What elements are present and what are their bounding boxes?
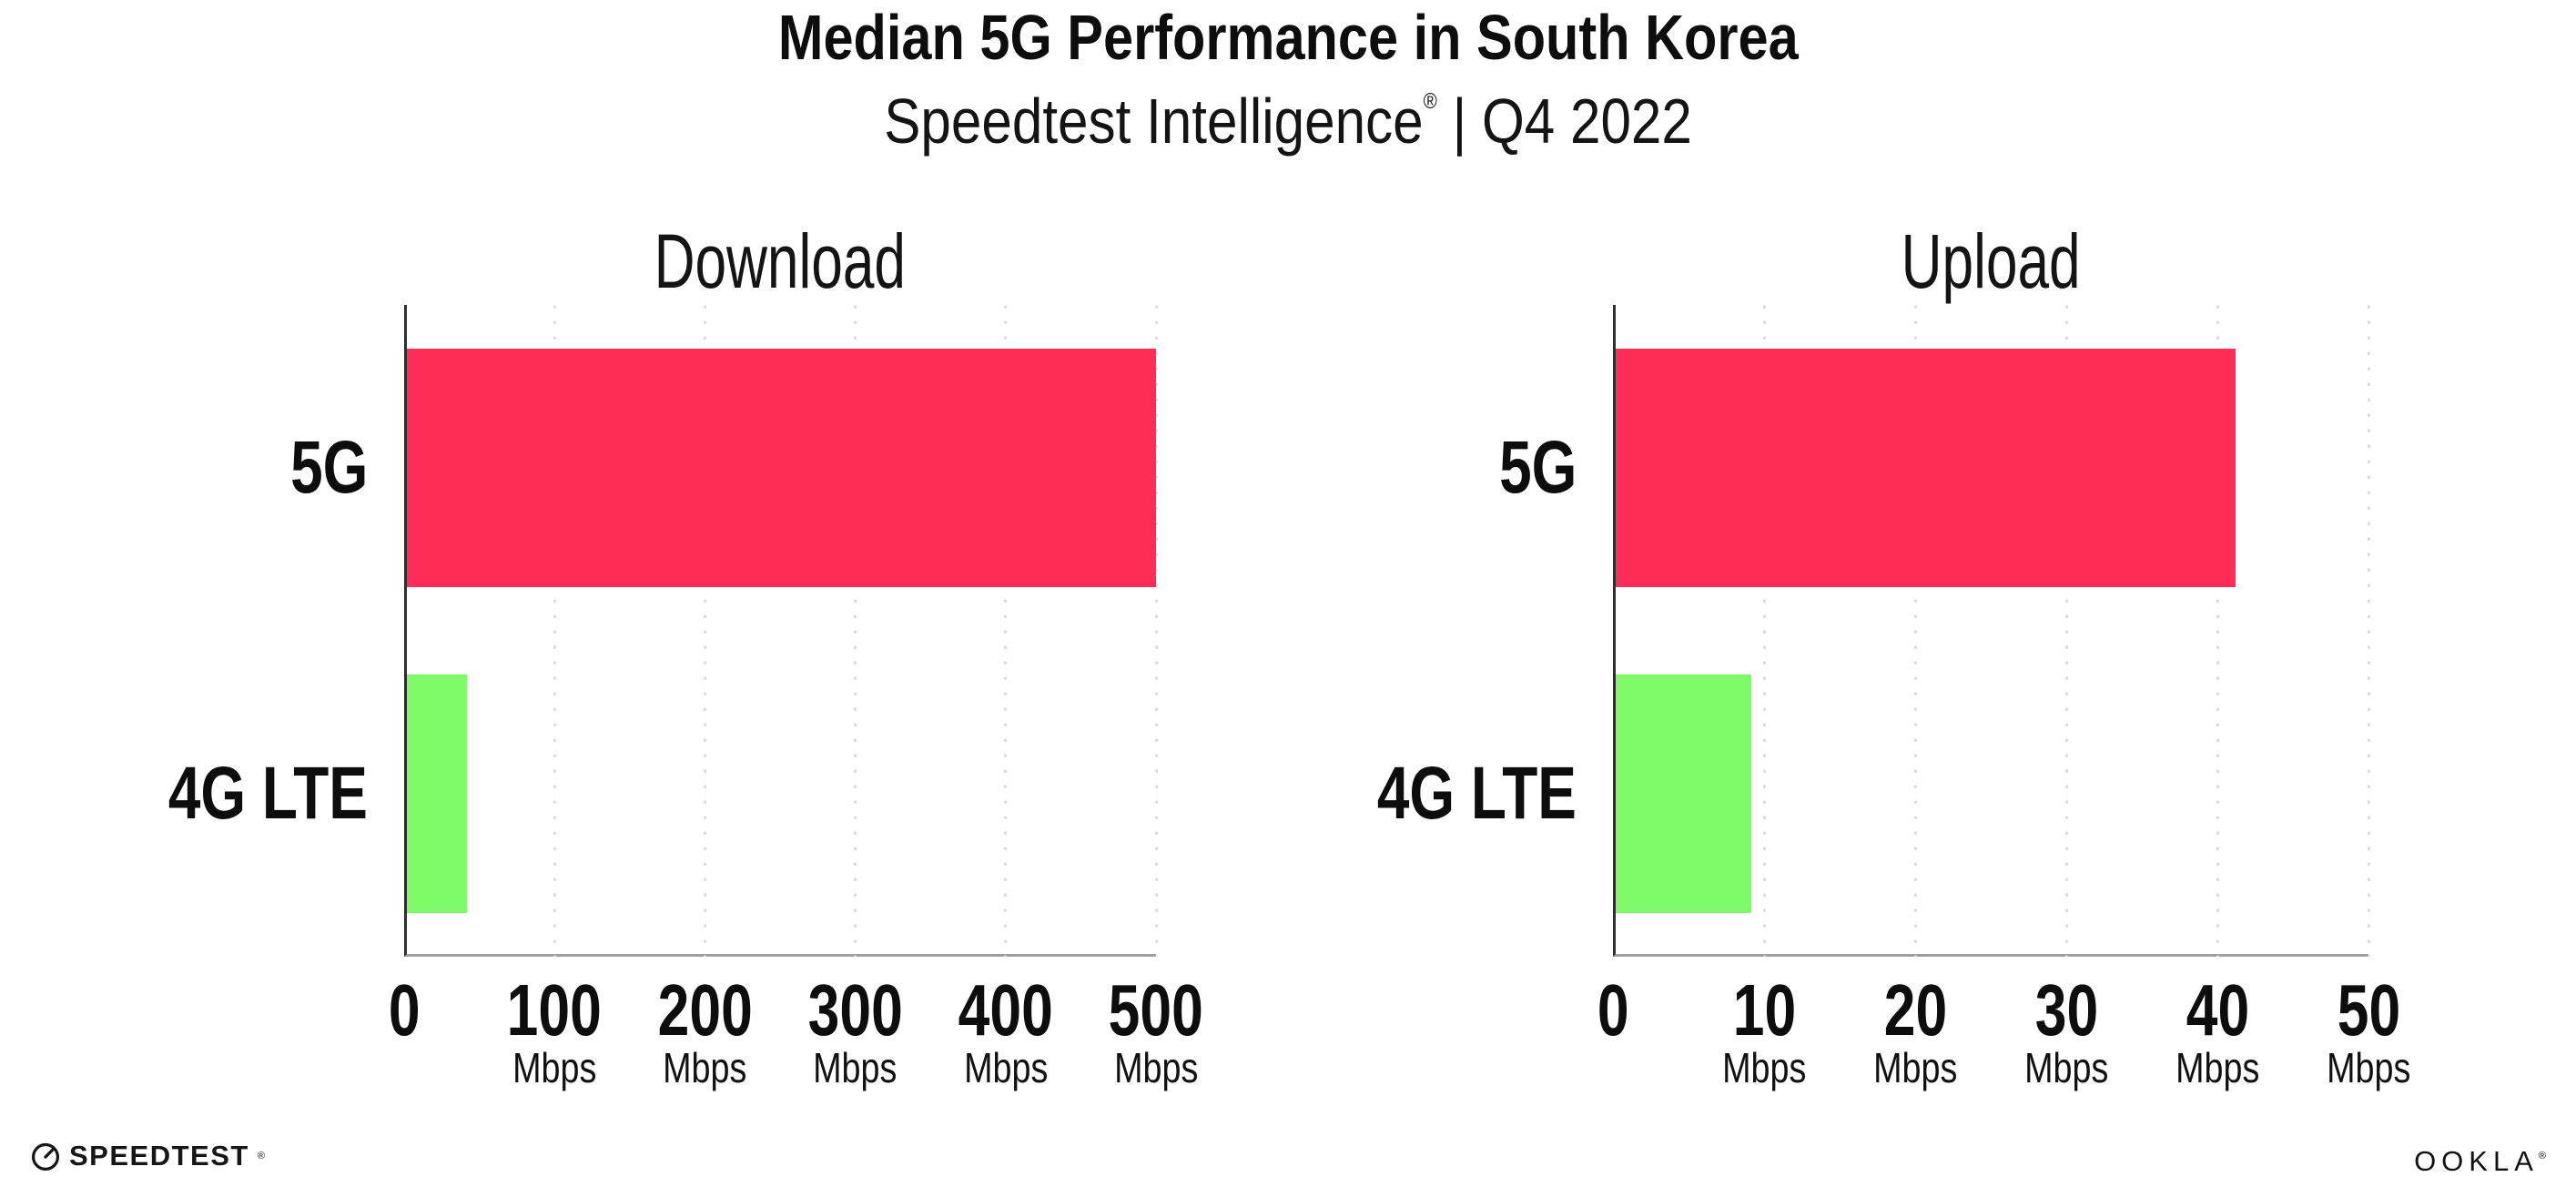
page-subtitle-text: Speedtest Intelligence® | Q4 2022: [884, 69, 1692, 154]
download-tick-unit-100: Mbps: [512, 1044, 597, 1091]
category-label-5g-upload: 5G: [1498, 426, 1577, 509]
upload-gridline-50: [2367, 305, 2370, 957]
download-chart-title: Download: [654, 218, 907, 304]
registered-mark: ®: [1423, 89, 1437, 114]
download-tick-unit-400: Mbps: [963, 1044, 1048, 1091]
download-bar-4g-lte: [407, 675, 467, 913]
upload-tick-label-10: 10: [1732, 969, 1796, 1050]
upload-gridline-10: [1762, 305, 1766, 957]
category-label-4g-lte-download: 4G LTE: [167, 752, 368, 835]
download-plot-area: [404, 305, 1156, 957]
download-tick-label-500: 500: [1108, 969, 1204, 1050]
page-title: Median 5G Performance in South Korea: [0, 4, 2576, 71]
download-tick-label-200: 200: [657, 969, 753, 1050]
speedtest-registered-mark: ®: [257, 1151, 265, 1161]
upload-gridline-30: [2064, 305, 2068, 957]
upload-gridline-40: [2216, 305, 2219, 957]
download-tick-unit-200: Mbps: [663, 1044, 747, 1091]
upload-tick-label-0: 0: [1597, 969, 1629, 1050]
ookla-wordmark: OOKLA: [2414, 1145, 2539, 1177]
speedtest-gauge-icon: [31, 1142, 60, 1171]
ookla-registered-mark: ®: [2538, 1151, 2546, 1161]
page-title-text: Median 5G Performance in South Korea: [777, 2, 1799, 73]
upload-tick-unit-40: Mbps: [2175, 1044, 2260, 1091]
upload-tick-unit-10: Mbps: [1721, 1044, 1807, 1091]
speedtest-logo: SPEEDTEST ®: [30, 1140, 265, 1172]
download-gridline-400: [1004, 305, 1008, 957]
page-subtitle: Speedtest Intelligence® | Q4 2022: [0, 69, 2576, 154]
upload-bar-5g: [1616, 349, 2236, 587]
upload-bar-4g-lte: [1616, 675, 1751, 913]
download-tick-unit-300: Mbps: [813, 1044, 898, 1091]
download-tick-label-0: 0: [388, 969, 421, 1050]
download-gridline-200: [703, 305, 706, 957]
ookla-logo: OOKLA®: [2414, 1145, 2546, 1178]
download-tick-label-100: 100: [507, 969, 603, 1050]
upload-tick-label-40: 40: [2186, 969, 2249, 1050]
upload-plot-area: [1613, 305, 2368, 957]
subtitle-quarter: | Q4 2022: [1436, 86, 1692, 157]
download-bar-5g: [407, 349, 1156, 587]
upload-tick-unit-50: Mbps: [2326, 1044, 2411, 1091]
upload-gridline-20: [1913, 305, 1917, 957]
download-gridline-300: [854, 305, 857, 957]
upload-tick-label-50: 50: [2337, 969, 2400, 1050]
upload-tick-unit-20: Mbps: [1872, 1044, 1958, 1091]
download-tick-unit-500: Mbps: [1113, 1044, 1199, 1091]
download-gridline-100: [553, 305, 556, 957]
download-gridline-500: [1154, 305, 1158, 957]
category-label-4g-lte-upload: 4G LTE: [1376, 752, 1577, 835]
download-tick-label-300: 300: [807, 969, 903, 1050]
upload-tick-unit-30: Mbps: [2023, 1044, 2109, 1091]
speedtest-wordmark: SPEEDTEST: [69, 1140, 249, 1172]
subtitle-brand: Speedtest Intelligence: [884, 86, 1424, 157]
upload-tick-label-20: 20: [1883, 969, 1947, 1050]
upload-chart-title: Upload: [1901, 218, 2081, 304]
upload-tick-label-30: 30: [2034, 969, 2098, 1050]
download-tick-label-400: 400: [958, 969, 1053, 1050]
category-label-5g-download: 5G: [289, 426, 368, 509]
